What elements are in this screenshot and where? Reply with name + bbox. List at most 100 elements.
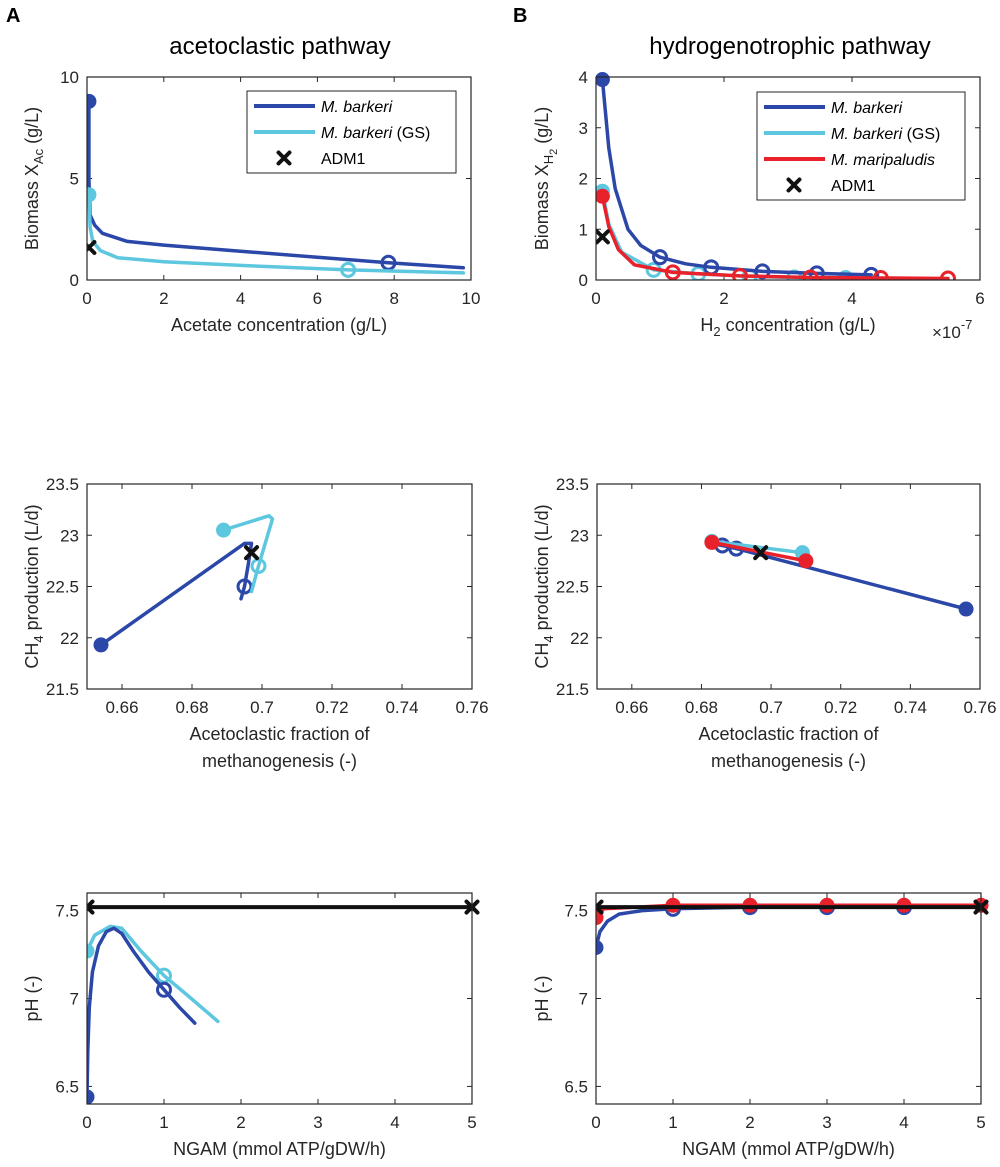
legend-entry: M. barkeri xyxy=(321,99,393,116)
legend-suffix: ADM1 xyxy=(831,178,876,195)
y-tick-label: 1 xyxy=(579,220,588,239)
x-label-main: H xyxy=(700,315,713,335)
x-tick-label: 2 xyxy=(745,1113,754,1132)
x-tick-label: 0.76 xyxy=(963,698,996,717)
x-axis-label: NGAM (mmol ATP/gDW/h) xyxy=(682,1139,895,1159)
y-tick-label: 22 xyxy=(570,629,589,648)
legend-species: M. maripaludis xyxy=(831,152,935,169)
y-label-rest: production (L/d) xyxy=(532,504,552,635)
series-m-barkeri-gs-filled-marker xyxy=(216,522,231,538)
x-tick-label: 2 xyxy=(159,289,168,308)
x-axis-label: Acetate concentration (g/L) xyxy=(171,315,387,335)
x-tick-label: 0 xyxy=(591,289,600,308)
x-tick-label: 0.66 xyxy=(615,698,648,717)
y-axis-label: CH4 production (L/d) xyxy=(532,504,556,668)
series-m-barkeri-filled-marker xyxy=(596,940,604,956)
series-m-barkeri-gs-filled-marker xyxy=(87,187,97,203)
series-m-barkeri-open-marker xyxy=(863,266,880,280)
y-label-main: CH xyxy=(22,643,42,669)
x-tick-label: 0.72 xyxy=(824,698,857,717)
panel-a3: 0 1 2 3 4 5 6.5 7 7.5 NGAM (mmol ATP/gDW/h) pH (-) xyxy=(22,892,480,1159)
legend-species: M. barkeri xyxy=(831,126,903,143)
adm1-x-marker xyxy=(596,899,604,915)
adm1-x-marker xyxy=(596,229,610,245)
panel-b2: 0.66 0.68 0.7 0.72 0.74 0.76 21.5 22 22.5 23 23.5 A… xyxy=(532,475,997,771)
series-m-barkeri-open-marker xyxy=(156,981,172,998)
legend-entry: ADM1 xyxy=(831,178,876,195)
legend-species: M. barkeri xyxy=(321,125,393,142)
y-axis-label: pH (-) xyxy=(532,976,552,1022)
x-axis-label: Acetoclastic fraction of xyxy=(698,724,879,744)
x-tick-label: 6 xyxy=(975,289,984,308)
series-m-maripaludis-filled-marker xyxy=(798,553,814,569)
y-label-subscript: 4 xyxy=(31,635,46,642)
y-label-rest: (g/L) xyxy=(532,107,552,149)
y-label-sub-subscript: 2 xyxy=(548,149,560,155)
series-m-maripaludis-open-marker xyxy=(732,267,748,280)
y-tick-label: 7.5 xyxy=(564,902,588,921)
title-hydrogenotrophic: hydrogenotrophic pathway xyxy=(649,33,931,60)
y-label-main: Biomass X xyxy=(532,164,552,250)
series-m-maripaludis-open-marker xyxy=(802,269,819,280)
y-label-subscript: H xyxy=(541,155,556,164)
x-axis-label: NGAM (mmol ATP/gDW/h) xyxy=(173,1139,386,1159)
title-acetoclastic: acetoclastic pathway xyxy=(169,33,390,60)
multiplier-base: ×10 xyxy=(932,323,961,342)
adm1-x-marker xyxy=(87,240,97,256)
legend: M. barkeri M. barkeri (GS) M. maripaludis A… xyxy=(756,91,966,201)
x-tick-label: 0.72 xyxy=(315,698,348,717)
x-tick-label: 3 xyxy=(822,1113,831,1132)
series-m-maripaludis-filled-marker xyxy=(596,188,610,204)
panel-letter-a: A xyxy=(6,5,20,27)
legend-x-marker xyxy=(276,150,292,166)
x-label-subscript: 2 xyxy=(713,324,720,339)
y-label-main: pH (-) xyxy=(22,976,42,1022)
y-tick-label: 6.5 xyxy=(564,1077,588,1096)
y-label-main: CH xyxy=(532,643,552,669)
x-tick-label: 10 xyxy=(462,289,481,308)
y-tick-label: 23 xyxy=(570,526,589,545)
y-tick-label: 4 xyxy=(579,68,588,87)
series-group xyxy=(596,897,989,956)
legend-species: M. barkeri xyxy=(831,100,903,117)
series-m-barkeri-gs-open-marker xyxy=(250,558,267,574)
series-m-barkeri-filled-marker xyxy=(87,93,97,109)
x-axis-label: Acetoclastic fraction of xyxy=(189,724,370,744)
axes-box xyxy=(596,483,981,690)
x-tick-label: 4 xyxy=(390,1113,399,1132)
x-axis-label: H2 concentration (g/L) xyxy=(700,315,875,339)
x-label-rest: concentration (g/L) xyxy=(721,315,876,335)
y-axis-label: Biomass XAc (g/L) xyxy=(22,107,46,250)
axes-box xyxy=(595,76,981,281)
series-m-barkeri-filled-marker xyxy=(93,637,109,653)
x-tick-label: 0.68 xyxy=(175,698,208,717)
y-label-subscript: Ac xyxy=(31,148,46,164)
series-m-maripaludis-open-marker xyxy=(664,264,681,280)
y-axis-label: CH4 production (L/d) xyxy=(22,504,46,668)
y-tick-label: 22 xyxy=(60,629,79,648)
series-group xyxy=(596,72,956,280)
y-tick-label: 3 xyxy=(579,119,588,138)
adm1-x-marker xyxy=(87,899,95,915)
x-axis-label: methanogenesis (-) xyxy=(711,751,866,771)
series-m-barkeri-open-marker xyxy=(652,249,668,266)
y-tick-label: 22.5 xyxy=(556,578,589,597)
y-label-rest: (g/L) xyxy=(22,107,42,149)
y-tick-label: 2 xyxy=(579,170,588,189)
x-tick-label: 0.74 xyxy=(385,698,418,717)
axes-box xyxy=(86,76,472,281)
legend-entry: M. barkeri (GS) xyxy=(321,125,430,142)
legend-suffix: (GS) xyxy=(902,126,940,143)
x-tick-label: 0 xyxy=(82,289,91,308)
x-tick-label: 2 xyxy=(236,1113,245,1132)
x-tick-label: 0.68 xyxy=(685,698,718,717)
y-tick-label: 0 xyxy=(70,271,79,290)
series-m-barkeri-line xyxy=(87,926,197,1099)
series-m-barkeri-gs-open-marker xyxy=(340,261,357,278)
series-m-barkeri-filled-marker xyxy=(958,601,974,617)
series-m-maripaludis-filled-marker xyxy=(704,534,720,550)
legend-x-marker xyxy=(786,177,802,193)
legend-entry: M. barkeri xyxy=(831,100,903,117)
y-tick-label: 7.5 xyxy=(55,902,79,921)
